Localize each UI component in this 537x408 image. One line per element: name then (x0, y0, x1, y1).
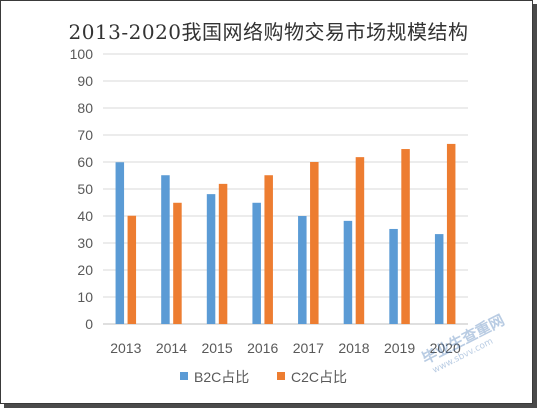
y-axis-ticks: 0 10 20 30 40 50 60 70 80 90 100 (70, 46, 94, 332)
y-tick-label: 80 (77, 100, 93, 116)
bar-c2c-2015 (218, 183, 228, 324)
bar-c2c-2020 (446, 143, 456, 324)
chart-title: 2013-2020我国网络购物交易市场规模结构 (68, 20, 469, 44)
bar-c2c-2014 (173, 202, 182, 324)
y-tick-label: 60 (77, 154, 93, 170)
y-tick-label: 90 (77, 73, 93, 89)
y-tick-label: 50 (77, 181, 93, 197)
x-tick-label: 2013 (110, 340, 141, 356)
bar-b2c-2020 (434, 234, 444, 324)
legend-label: C2C占比 (291, 369, 347, 385)
gridlines (103, 53, 468, 325)
x-axis-ticks: 2013 2014 2015 2016 2017 2018 2019 2020 (110, 340, 461, 356)
legend-label: B2C占比 (194, 369, 249, 385)
x-tick-label: 2019 (384, 340, 415, 356)
x-tick-label: 2020 (430, 340, 461, 356)
bar-c2c-2016 (264, 175, 273, 324)
x-tick-label: 2017 (293, 340, 324, 356)
legend-swatch (180, 372, 188, 380)
bar-c2c-2013 (127, 215, 137, 324)
bar-c2c-2018 (355, 157, 365, 324)
y-tick-label: 40 (77, 208, 93, 224)
bar-b2c-2014 (161, 175, 170, 324)
bar-b2c-2019 (389, 228, 398, 324)
bars (115, 143, 456, 324)
bar-b2c-2015 (206, 194, 216, 324)
x-tick-label: 2018 (338, 340, 369, 356)
y-tick-label: 100 (70, 46, 94, 62)
bar-b2c-2018 (343, 220, 353, 324)
y-tick-label: 30 (77, 235, 93, 251)
y-tick-label: 0 (85, 316, 93, 332)
y-tick-label: 20 (77, 262, 93, 278)
bar-c2c-2019 (401, 149, 410, 324)
y-tick-label: 70 (77, 127, 93, 143)
bar-b2c-2013 (115, 162, 125, 324)
y-tick-label: 10 (77, 289, 93, 305)
x-tick-label: 2014 (156, 340, 187, 356)
legend: B2C占比 C2C占比 (180, 369, 347, 385)
x-tick-label: 2016 (247, 340, 278, 356)
legend-swatch (277, 372, 285, 380)
bar-b2c-2017 (298, 216, 307, 324)
bar-c2c-2017 (310, 162, 319, 324)
x-tick-label: 2015 (201, 340, 232, 356)
bar-b2c-2016 (252, 202, 261, 324)
